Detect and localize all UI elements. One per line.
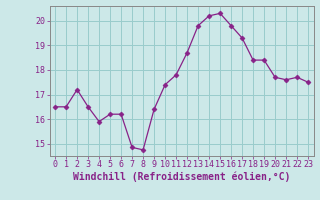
X-axis label: Windchill (Refroidissement éolien,°C): Windchill (Refroidissement éolien,°C) xyxy=(73,172,290,182)
